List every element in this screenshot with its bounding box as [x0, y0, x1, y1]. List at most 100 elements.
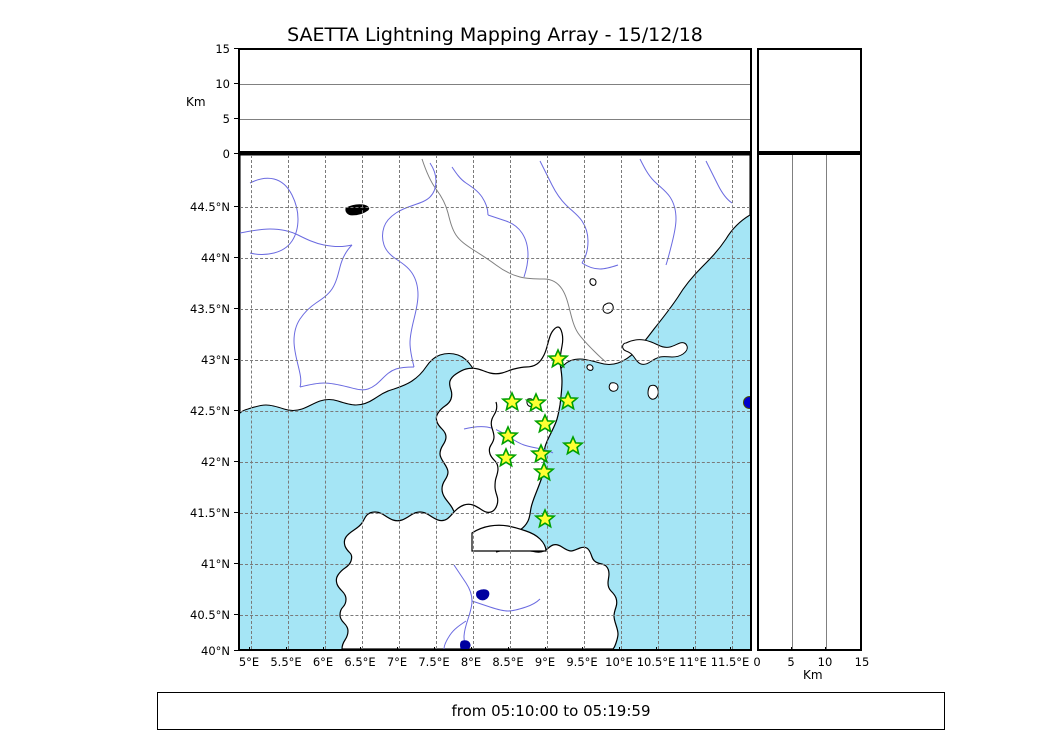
altitude-tick-5: 5 — [222, 112, 230, 126]
map-gridline-lon-10.5 — [658, 155, 659, 649]
map-gridline-lon-7 — [399, 155, 400, 649]
map-lon-tickmark-8 — [471, 647, 472, 651]
right-tickmark-15 — [860, 647, 861, 651]
map-lon-tickmark-8.5 — [508, 647, 509, 651]
right-tick-10: 10 — [817, 655, 833, 669]
map-lon-tickmark-5.5 — [286, 647, 287, 651]
map-lat-tick-40: 40°N — [201, 644, 230, 658]
map-gridline-lon-5 — [251, 155, 252, 649]
altitude-tickmark-0 — [234, 153, 238, 154]
altitude-tickmark-10 — [234, 83, 238, 84]
right-tickmark-5 — [791, 647, 792, 651]
map-gridline-lon-9 — [547, 155, 548, 649]
map-lon-tick-7.5: 7.5°E — [418, 655, 450, 669]
altitude-tickmark-5 — [234, 118, 238, 119]
map-lat-tickmark-41 — [234, 563, 238, 564]
map-lat-tickmark-43 — [234, 359, 238, 360]
map-lat-tick-42: 42°N — [201, 455, 230, 469]
map-lon-tick-10: 10°E — [605, 655, 633, 669]
map-lat-tick-42.5: 42.5°N — [190, 404, 230, 418]
map-gridline-lon-11 — [695, 155, 696, 649]
map-lon-tick-6.5: 6.5°E — [344, 655, 376, 669]
station-marker[interactable] — [535, 414, 555, 433]
time-range-statusbar: from 05:10:00 to 05:19:59 — [157, 692, 945, 730]
right-tick-5: 5 — [787, 655, 795, 669]
map-gridline-lon-9.5 — [584, 155, 585, 649]
map-lon-tickmark-7 — [397, 647, 398, 651]
altitude-axis-label: Km — [186, 95, 206, 109]
altitude-time-panel — [238, 48, 752, 153]
map-lon-tickmark-5 — [249, 647, 250, 651]
map-lon-tickmark-11.5 — [730, 647, 731, 651]
altitude-histogram-panel — [757, 48, 862, 153]
right-axis-label: Km — [803, 668, 823, 682]
map-lon-tickmark-10.5 — [656, 647, 657, 651]
station-marker[interactable] — [535, 509, 555, 528]
map-lat-tick-41: 41°N — [201, 557, 230, 571]
map-gridline-lon-10 — [621, 155, 622, 649]
map-lon-tickmark-10 — [619, 647, 620, 651]
station-marker[interactable] — [563, 436, 583, 455]
right-tickmark-10 — [825, 647, 826, 651]
map-gridline-lon-8 — [473, 155, 474, 649]
map-lon-tick-11.5: 11.5°E — [710, 655, 750, 669]
right-tick-0: 0 — [753, 655, 761, 669]
right-tickmark-0 — [757, 647, 758, 651]
map-lat-tick-43: 43°N — [201, 353, 230, 367]
map-lat-tickmark-42.5 — [234, 410, 238, 411]
altitude-gridline-10 — [240, 84, 750, 85]
map-lat-tickmark-43.5 — [234, 308, 238, 309]
map-lat-tickmark-44 — [234, 257, 238, 258]
map-lon-tickmark-11 — [693, 647, 694, 651]
map-lon-tick-7: 7°E — [386, 655, 408, 669]
altitude-tick-15: 15 — [215, 42, 230, 56]
map-gridline-lat-44.5 — [240, 207, 750, 208]
station-marker[interactable] — [558, 391, 578, 410]
station-marker[interactable] — [502, 392, 522, 411]
altitude-tick-0: 0 — [222, 147, 230, 161]
station-marker[interactable] — [496, 448, 516, 467]
station-marker[interactable] — [548, 349, 568, 368]
map-lon-tick-5: 5°E — [238, 655, 260, 669]
map-gridline-lat-43.5 — [240, 309, 750, 310]
map-gridline-lon-11.5 — [732, 155, 733, 649]
page-title: SAETTA Lightning Mapping Array - 15/12/1… — [287, 24, 703, 46]
map-lon-tick-9.5: 9.5°E — [566, 655, 598, 669]
right-tick-15: 15 — [854, 655, 870, 669]
map-lon-tick-10.5: 10.5°E — [636, 655, 676, 669]
map-lat-tick-40.5: 40.5°N — [190, 608, 230, 622]
time-range-text: from 05:10:00 to 05:19:59 — [451, 702, 651, 720]
vhf-source-marker[interactable] — [743, 396, 750, 409]
map-gridline-lat-41.5 — [240, 513, 750, 514]
station-marker[interactable] — [498, 426, 518, 445]
map-lat-tickmark-40 — [234, 650, 238, 651]
map-gridline-lon-6.5 — [362, 155, 363, 649]
map-lon-tickmark-9 — [545, 647, 546, 651]
map-lat-tickmark-41.5 — [234, 512, 238, 513]
map-gridline-lat-44 — [240, 258, 750, 259]
station-markers-layer — [496, 349, 583, 528]
map-lat-tick-41.5: 41.5°N — [190, 506, 230, 520]
station-marker[interactable] — [526, 393, 546, 412]
map-lon-tick-11: 11°E — [679, 655, 707, 669]
altitude-tick-10: 10 — [215, 77, 230, 91]
altitude-latitude-panel — [757, 153, 862, 651]
map-lon-tickmark-6 — [323, 647, 324, 651]
map-panel[interactable] — [238, 153, 752, 651]
right-gridline-10 — [826, 155, 827, 649]
station-marker[interactable] — [531, 444, 551, 463]
map-lon-tick-5.5: 5.5°E — [270, 655, 302, 669]
map-gridline-lon-5.5 — [288, 155, 289, 649]
map-gridline-lat-40.5 — [240, 615, 750, 616]
map-lat-tick-43.5: 43.5°N — [190, 302, 230, 316]
map-gridline-lat-41 — [240, 564, 750, 565]
station-marker[interactable] — [534, 462, 554, 481]
map-lat-tick-44: 44°N — [201, 251, 230, 265]
map-gridline-lat-42 — [240, 462, 750, 463]
map-lon-tickmark-6.5 — [360, 647, 361, 651]
map-gridline-lat-42.5 — [240, 411, 750, 412]
map-lon-tickmark-9.5 — [582, 647, 583, 651]
right-gridline-5 — [792, 155, 793, 649]
map-lat-tickmark-42 — [234, 461, 238, 462]
map-gridline-lon-6 — [325, 155, 326, 649]
